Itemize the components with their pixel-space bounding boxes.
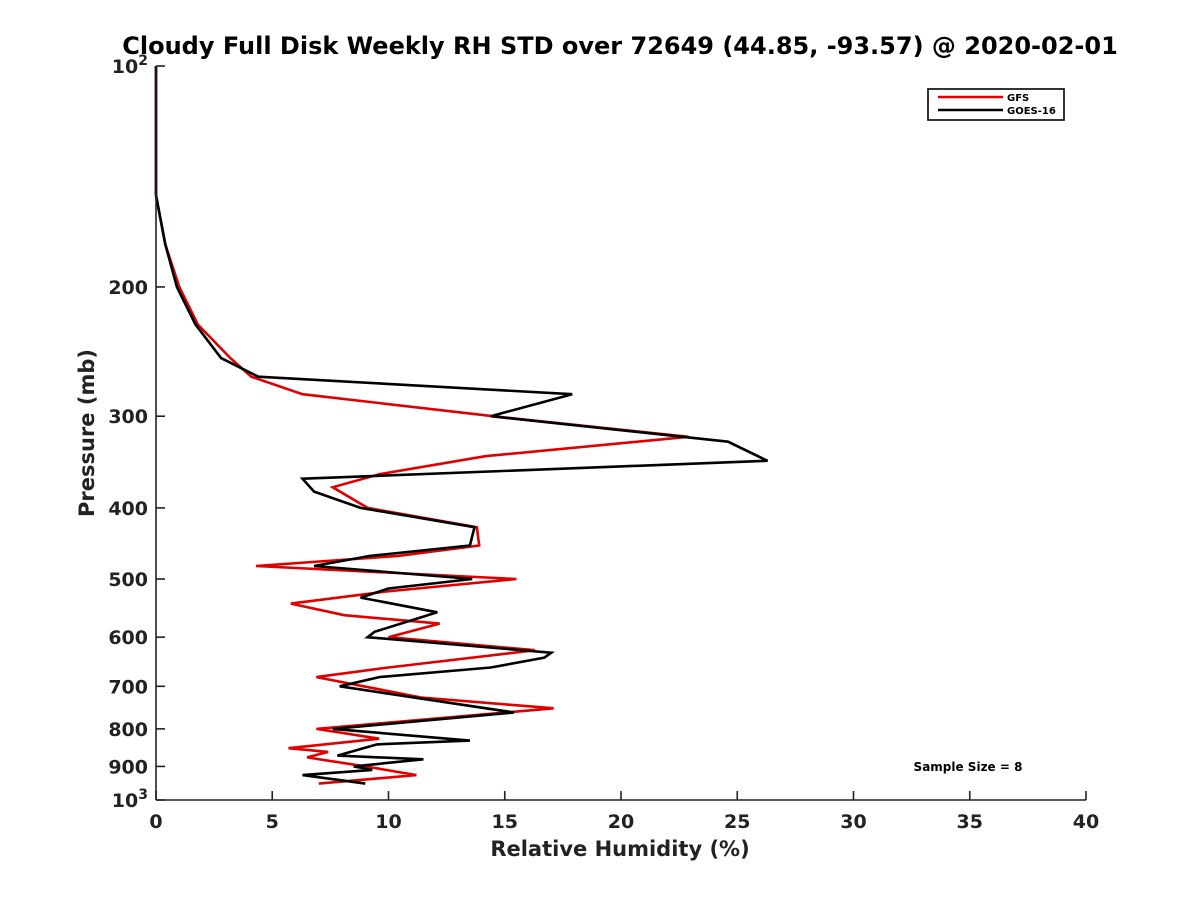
series-line-goes-16 <box>154 66 769 785</box>
legend-box <box>927 88 1065 121</box>
x-tick-label: 25 <box>724 811 750 833</box>
plot-area: 0 5 10 15 20 25 30 35 40 102 200 300 400 500 600 700 800… <box>108 53 1099 833</box>
legend-label-goes-16: GOES-16 <box>1007 106 1056 117</box>
x-tick-label: 20 <box>608 811 634 833</box>
legend: GFS GOES-16 <box>927 88 1065 121</box>
x-tick-label: 0 <box>149 811 162 833</box>
x-tick-label: 5 <box>266 811 279 833</box>
series-line-gfs <box>154 66 689 785</box>
y-tick-label: 400 <box>108 498 148 520</box>
axes: 0 5 10 15 20 25 30 35 40 102 200 300 400 500 600 700 800… <box>108 53 1099 833</box>
y-tick-label: 900 <box>108 756 148 778</box>
y-tick-label: 800 <box>108 719 148 741</box>
x-tick-label: 10 <box>375 811 401 833</box>
y-tick-label: 500 <box>108 569 148 591</box>
sample-size-annotation: Sample Size = 8 <box>914 760 1023 774</box>
y-tick-label: 600 <box>108 627 148 649</box>
y-tick-label: 700 <box>108 676 148 698</box>
y-tick-label: 300 <box>108 406 148 428</box>
y-tick-label: 102 <box>112 53 148 78</box>
chart-title: Cloudy Full Disk Weekly RH STD over 7264… <box>122 32 1118 60</box>
x-tick-label: 40 <box>1073 811 1099 833</box>
x-axis-label: Relative Humidity (%) <box>490 837 749 861</box>
y-tick-label: 103 <box>112 787 148 812</box>
y-tick-label: 200 <box>108 277 148 299</box>
series-lines <box>154 66 769 785</box>
y-axis-label: Pressure (mb) <box>75 349 99 517</box>
x-tick-label: 30 <box>840 811 866 833</box>
x-tick-label: 15 <box>492 811 518 833</box>
legend-label-gfs: GFS <box>1007 93 1029 104</box>
x-tick-label: 35 <box>957 811 983 833</box>
